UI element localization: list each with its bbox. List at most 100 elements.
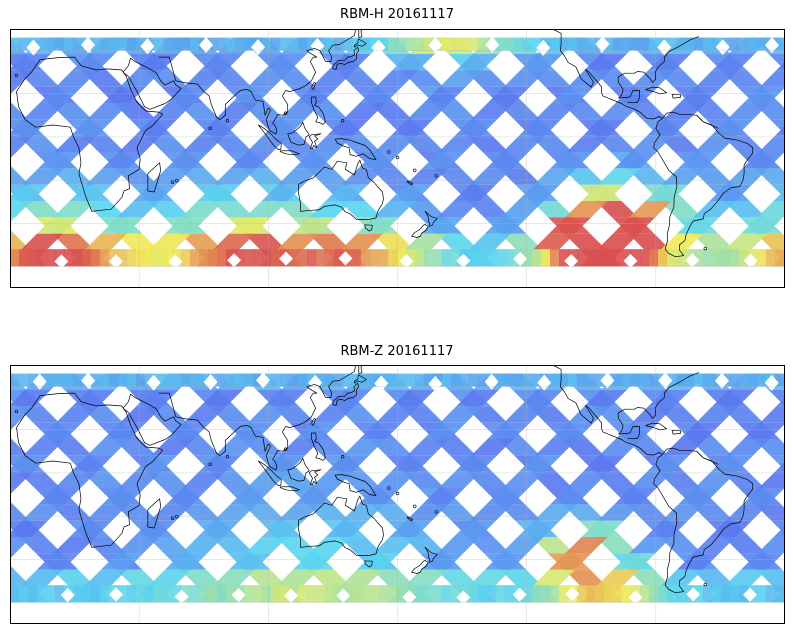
south-band-cell	[127, 585, 137, 603]
sumatra-coastline	[257, 460, 282, 486]
swath-segment	[10, 406, 35, 423]
swath-segment	[147, 201, 190, 218]
swath-segment	[466, 471, 509, 488]
south-band-cell	[19, 249, 29, 267]
north-band-cell	[514, 373, 524, 387]
swath-segment	[277, 168, 321, 185]
north-band-cell	[289, 373, 299, 387]
swath-segment	[262, 119, 306, 136]
south-band-cell	[577, 249, 587, 267]
south-band-cell	[658, 585, 668, 603]
swath-segment	[484, 553, 528, 570]
swath-segment	[246, 471, 289, 488]
swath-segment	[499, 504, 542, 521]
coverage-gap	[399, 254, 414, 269]
coverage-gap	[174, 589, 189, 604]
swath-segment	[246, 135, 289, 152]
swath-segment	[120, 406, 163, 423]
swath-segment	[182, 135, 225, 152]
north-band-cell	[388, 373, 398, 387]
swath-segment	[724, 233, 767, 251]
swath-segment	[10, 103, 28, 120]
borneo-coastline	[287, 121, 310, 146]
swath-segment	[10, 135, 33, 152]
swath-segment	[597, 504, 641, 521]
north-band-cell	[595, 373, 605, 387]
swath-segment	[390, 119, 434, 136]
swath-segment	[760, 70, 785, 87]
north-band-cell	[703, 373, 713, 387]
north-band-cell	[478, 37, 488, 51]
swath-segment	[261, 520, 304, 537]
swath-segment	[164, 217, 208, 234]
south-band-cell	[262, 585, 272, 603]
swath-segment	[359, 86, 402, 103]
swath-segment	[18, 471, 61, 488]
swath-segment	[696, 70, 739, 87]
swath-segment	[179, 168, 222, 185]
swath-segment	[454, 119, 498, 136]
swath-segment	[374, 135, 417, 152]
swath-segment	[295, 86, 338, 103]
swath-segment	[149, 504, 193, 521]
coverage-gap	[336, 588, 351, 603]
taiwan-coastline	[311, 418, 316, 426]
swath-segment	[83, 201, 126, 218]
north-band-cell	[181, 373, 191, 387]
north-band-cell	[190, 373, 200, 387]
swath-segment	[404, 569, 447, 587]
swath-segment	[10, 70, 35, 87]
coverage-gap	[108, 254, 123, 269]
south-band-cell	[217, 249, 227, 267]
north-band-cell	[226, 373, 236, 387]
swath-segment	[437, 537, 480, 554]
north-band-cell	[136, 373, 146, 387]
java-coastline	[279, 486, 300, 492]
swath-segment	[659, 201, 702, 218]
south-band-cell	[100, 585, 110, 603]
coverage-gap	[742, 587, 757, 602]
north-band-cell	[649, 373, 659, 387]
south-band-cell	[244, 249, 254, 267]
swath-segment	[166, 488, 209, 505]
swath-segment	[213, 168, 257, 185]
swath-segment	[612, 553, 656, 570]
africa-coastline	[16, 56, 164, 212]
south-band-cell	[217, 585, 227, 603]
swath-segment	[776, 61, 785, 71]
south-band-cell	[496, 585, 506, 603]
swath-segment	[230, 488, 273, 505]
swath-segment	[504, 406, 547, 423]
swath-segment	[294, 488, 337, 505]
swath-segment	[372, 569, 415, 587]
coverage-gap	[743, 253, 758, 268]
borneo-coastline	[287, 457, 310, 482]
south-band-cell	[667, 249, 677, 267]
small-island	[395, 491, 400, 496]
south-band-cell	[487, 585, 497, 603]
north-band-cell	[748, 37, 758, 51]
south-band-cell	[433, 585, 443, 603]
north-band-cell	[451, 373, 461, 387]
north-band-cell	[352, 37, 362, 51]
swath-segment	[757, 201, 785, 218]
north-band-cell	[559, 373, 569, 387]
swath-segment	[264, 54, 307, 71]
swath-segment	[100, 217, 144, 234]
madagascar-coastline	[147, 498, 162, 529]
swath-segment	[197, 520, 240, 537]
cosmetic_islands-coastline	[406, 516, 413, 522]
swath-segment	[85, 504, 129, 521]
north-band-cell	[568, 37, 578, 51]
swath-segment	[56, 70, 99, 87]
swath-segment	[659, 537, 702, 554]
south-band-cell	[73, 585, 83, 603]
north-band-cell	[631, 37, 641, 51]
swath-segment	[566, 471, 609, 488]
south-band-cell	[496, 249, 506, 267]
swath-segment	[629, 537, 672, 554]
coverage-gap	[109, 587, 124, 602]
swath-segment	[136, 54, 179, 71]
coverage-gap	[536, 39, 551, 56]
south-band-cell	[379, 249, 389, 267]
